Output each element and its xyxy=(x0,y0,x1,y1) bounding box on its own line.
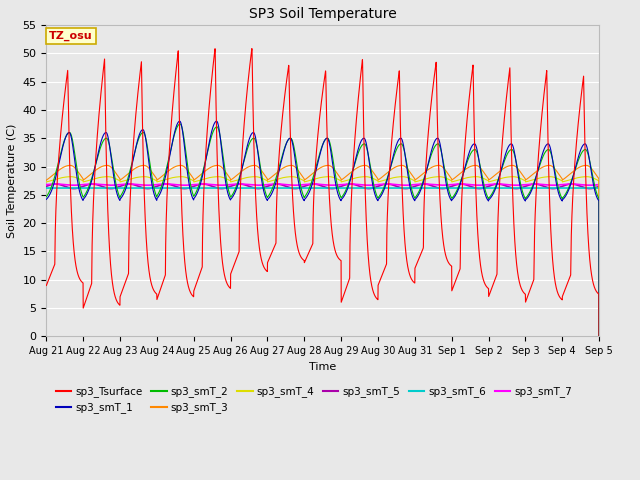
sp3_smT_7 xyxy=(161,181,169,187)
sp3_smT_1 xyxy=(387,165,394,171)
sp3_smT_4 xyxy=(543,174,550,180)
sp3_Tsurface xyxy=(543,68,550,73)
sp3_smT_5 xyxy=(595,183,603,189)
sp3_smT_7 xyxy=(387,181,394,187)
sp3_smT_2 xyxy=(42,194,50,200)
sp3_smT_2 xyxy=(387,165,394,171)
sp3_smT_5 xyxy=(543,184,550,190)
Text: TZ_osu: TZ_osu xyxy=(49,31,93,41)
sp3_smT_1 xyxy=(161,177,168,182)
sp3_smT_1 xyxy=(377,193,385,199)
sp3_smT_5 xyxy=(377,182,385,188)
sp3_smT_7 xyxy=(586,182,594,188)
sp3_smT_2 xyxy=(176,121,184,127)
sp3_smT_5 xyxy=(595,183,603,189)
sp3_smT_2 xyxy=(377,191,385,197)
sp3_smT_1 xyxy=(212,118,220,124)
sp3_smT_7 xyxy=(52,181,60,187)
sp3_Tsurface xyxy=(161,274,168,279)
Y-axis label: Soil Temperature (C): Soil Temperature (C) xyxy=(7,123,17,238)
sp3_smT_5 xyxy=(161,181,169,187)
sp3_smT_3 xyxy=(543,163,550,168)
sp3_smT_6 xyxy=(387,185,394,191)
sp3_smT_2 xyxy=(595,334,603,339)
sp3_smT_5 xyxy=(387,181,394,187)
sp3_smT_3 xyxy=(595,176,603,181)
sp3_smT_4 xyxy=(42,179,50,185)
sp3_smT_5 xyxy=(197,181,205,187)
Line: sp3_smT_3: sp3_smT_3 xyxy=(46,166,599,336)
sp3_smT_4 xyxy=(161,177,168,182)
sp3_smT_5 xyxy=(586,186,594,192)
sp3_Tsurface xyxy=(42,283,50,288)
sp3_smT_1 xyxy=(197,180,205,186)
sp3_smT_7 xyxy=(377,181,385,187)
sp3_smT_6 xyxy=(161,185,168,191)
sp3_smT_2 xyxy=(595,195,603,201)
sp3_smT_4 xyxy=(377,179,385,184)
sp3_smT_6 xyxy=(42,185,50,191)
Title: SP3 Soil Temperature: SP3 Soil Temperature xyxy=(249,7,397,21)
X-axis label: Time: Time xyxy=(309,362,337,372)
sp3_smT_7 xyxy=(595,182,603,188)
sp3_smT_6 xyxy=(595,185,603,191)
sp3_smT_3 xyxy=(595,334,603,339)
sp3_smT_7 xyxy=(42,182,50,188)
sp3_smT_3 xyxy=(161,171,168,177)
sp3_smT_3 xyxy=(197,172,205,178)
Line: sp3_Tsurface: sp3_Tsurface xyxy=(46,48,599,336)
sp3_Tsurface xyxy=(248,46,256,51)
sp3_smT_5 xyxy=(52,181,60,187)
sp3_Tsurface xyxy=(377,276,385,282)
sp3_smT_6 xyxy=(595,185,602,191)
sp3_smT_7 xyxy=(197,181,205,187)
sp3_smT_4 xyxy=(595,178,603,184)
sp3_smT_6 xyxy=(377,185,385,191)
sp3_smT_4 xyxy=(387,176,394,181)
sp3_smT_1 xyxy=(595,334,603,339)
sp3_smT_4 xyxy=(595,334,603,339)
Line: sp3_smT_2: sp3_smT_2 xyxy=(46,124,599,336)
sp3_smT_3 xyxy=(387,168,394,173)
sp3_smT_3 xyxy=(377,175,385,181)
sp3_smT_6 xyxy=(197,185,205,191)
sp3_smT_6 xyxy=(543,185,550,191)
sp3_Tsurface xyxy=(387,155,394,161)
sp3_smT_2 xyxy=(197,176,205,182)
Line: sp3_smT_7: sp3_smT_7 xyxy=(46,184,599,185)
sp3_smT_1 xyxy=(595,198,603,204)
sp3_smT_7 xyxy=(595,182,603,188)
sp3_smT_7 xyxy=(543,182,550,188)
sp3_smT_3 xyxy=(582,163,590,168)
sp3_smT_2 xyxy=(543,147,550,153)
sp3_smT_4 xyxy=(197,177,205,183)
Line: sp3_smT_4: sp3_smT_4 xyxy=(46,177,599,336)
sp3_smT_1 xyxy=(42,196,50,202)
sp3_Tsurface xyxy=(197,268,205,274)
sp3_smT_2 xyxy=(161,172,168,178)
Legend: sp3_Tsurface, sp3_smT_1, sp3_smT_2, sp3_smT_3, sp3_smT_4, sp3_smT_5, sp3_smT_6, : sp3_Tsurface, sp3_smT_1, sp3_smT_2, sp3_… xyxy=(52,382,576,418)
Line: sp3_smT_5: sp3_smT_5 xyxy=(46,184,599,189)
Line: sp3_smT_1: sp3_smT_1 xyxy=(46,121,599,336)
sp3_Tsurface xyxy=(595,291,603,297)
sp3_smT_3 xyxy=(42,177,50,183)
sp3_smT_1 xyxy=(543,142,550,147)
sp3_smT_5 xyxy=(42,183,50,189)
sp3_smT_4 xyxy=(472,174,480,180)
sp3_Tsurface xyxy=(595,334,603,339)
